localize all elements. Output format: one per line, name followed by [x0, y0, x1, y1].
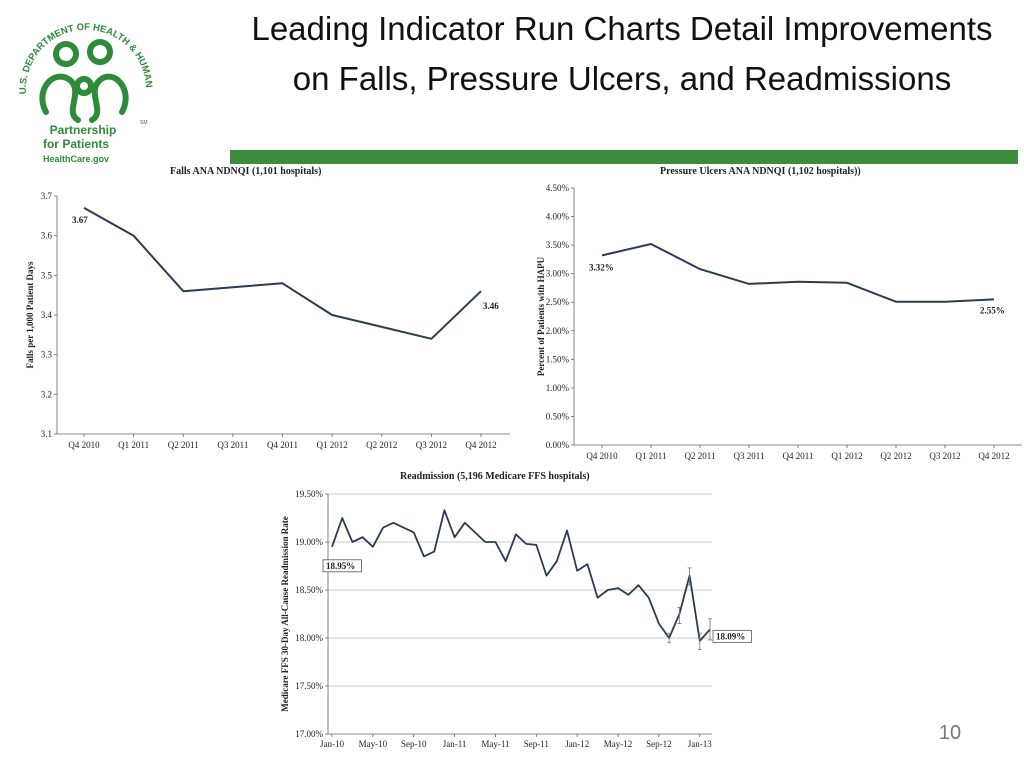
- y-tick-label: 3.3: [41, 350, 53, 360]
- y-axis-title: Percent of Patients with HAPU: [536, 256, 546, 376]
- y-tick-label: 1.50%: [546, 354, 570, 364]
- x-tick-label: Q2 2011: [168, 440, 199, 450]
- falls-chart-title: Falls ANA NDNQI (1,101 hospitals): [170, 166, 322, 177]
- data-label: 3.67: [72, 215, 88, 225]
- x-tick-label: Q3 2011: [734, 451, 765, 461]
- y-tick-label: 2.50%: [546, 297, 570, 307]
- x-tick-label: Q1 2011: [636, 451, 667, 461]
- y-tick-label: 19.00%: [295, 537, 323, 547]
- data-label: 18.95%: [326, 561, 355, 571]
- data-label-box: [322, 559, 362, 573]
- hhs-partnership-logo: U.S. DEPARTMENT OF HEALTH & HUMAN SERVIC…: [1, 0, 162, 174]
- x-tick-label: Q3 2011: [217, 440, 248, 450]
- x-tick-label: Sep-12: [646, 739, 672, 749]
- x-tick-label: Q1 2011: [118, 440, 149, 450]
- x-tick-label: Jan-10: [320, 739, 344, 749]
- family-emblem-icon: [39, 39, 129, 123]
- y-tick-label: 0.00%: [546, 440, 570, 450]
- x-tick-label: Q4 2011: [783, 451, 814, 461]
- y-tick-label: 4.00%: [546, 212, 570, 222]
- y-tick-label: 3.50%: [546, 240, 570, 250]
- logo-line2: for Patients: [43, 137, 109, 151]
- x-tick-label: May-10: [359, 739, 388, 749]
- page-number: 10: [938, 722, 962, 744]
- y-axis-title: Falls per 1,000 Patient Days: [25, 261, 35, 369]
- y-tick-label: 19.50%: [295, 489, 323, 499]
- y-tick-label: 3.2: [41, 389, 52, 399]
- logo-mark: SM: [140, 120, 148, 126]
- y-tick-label: 17.50%: [295, 681, 323, 691]
- x-tick-label: May-11: [481, 739, 509, 749]
- x-tick-label: Q3 2012: [929, 451, 960, 461]
- data-label: 2.55%: [980, 305, 1005, 315]
- data-label: 3.46: [483, 301, 499, 311]
- pressure-ulcers-chart: 4.50% 4.00% 3.50% 3.00% 2.50% 2.00% 1.50% 1.00%…: [536, 183, 1022, 461]
- series-line: [601, 243, 995, 303]
- x-tick-label: Q1 2012: [317, 440, 348, 450]
- x-tick-label: Q4 2010: [586, 451, 618, 461]
- logo-line1: Partnership: [50, 123, 117, 137]
- x-tick-label: Jan-13: [688, 739, 712, 749]
- x-tick-label: Q2 2011: [685, 451, 716, 461]
- y-tick-label: 18.00%: [295, 633, 323, 643]
- y-tick-label: 3.5: [41, 270, 53, 280]
- title-accent-bar: [230, 150, 1018, 164]
- x-tick-label: Q4 2010: [68, 440, 100, 450]
- slide-title: Leading Indicator Run Charts Detail Impr…: [251, 10, 993, 97]
- x-tick-label: Q4 2012: [978, 451, 1009, 461]
- y-tick-label: 3.4: [41, 310, 53, 320]
- logo-site: HealthCare.gov: [43, 154, 109, 164]
- x-tick-label: May-12: [604, 739, 633, 749]
- y-tick-label: 17.00%: [295, 729, 323, 739]
- x-tick-label: Sep-10: [401, 739, 427, 749]
- x-tick-label: Sep-11: [524, 739, 549, 749]
- data-label-box: [712, 629, 752, 643]
- x-tick-label: Q3 2012: [416, 440, 447, 450]
- x-tick-label: Q4 2011: [267, 440, 298, 450]
- y-tick-label: 1.00%: [546, 383, 570, 393]
- series-line: [331, 509, 711, 642]
- y-tick-label: 18.50%: [295, 585, 323, 595]
- falls-chart: 3.7 3.6 3.5 3.4 3.3 3.2 3.1 Q4 2010 Q1 2011 Q2 20…: [25, 191, 510, 450]
- pressure-ulcers-chart-title: Pressure Ulcers ANA NDNQI (1,102 hospita…: [660, 166, 861, 177]
- data-label: 18.09%: [716, 631, 745, 641]
- series-line: [83, 207, 482, 340]
- y-tick-label: 0.50%: [546, 411, 570, 421]
- x-tick-label: Jan-12: [565, 739, 589, 749]
- x-tick-label: Q4 2012: [465, 440, 496, 450]
- y-axis-title: Medicare FFS 30-Day All-Cause Readmissio…: [280, 516, 290, 712]
- x-tick-label: Jan-11: [443, 739, 467, 749]
- y-tick-label: 2.00%: [546, 326, 570, 336]
- y-tick-label: 4.50%: [546, 183, 570, 193]
- y-tick-label: 3.7: [41, 191, 53, 201]
- x-tick-label: Q2 2012: [880, 451, 911, 461]
- readmission-chart: 19.50%19.00%18.50%18.00%17.50%17.00%Jan-…: [280, 489, 752, 749]
- readmission-chart-title: Readmission (5,196 Medicare FFS hospital…: [400, 471, 590, 482]
- x-tick-label: Q1 2012: [831, 451, 862, 461]
- y-tick-label: 3.1: [41, 429, 52, 439]
- x-tick-label: Q2 2012: [366, 440, 397, 450]
- y-tick-label: 3.00%: [546, 269, 570, 279]
- data-label: 3.32%: [589, 262, 614, 272]
- y-tick-label: 3.6: [41, 231, 53, 241]
